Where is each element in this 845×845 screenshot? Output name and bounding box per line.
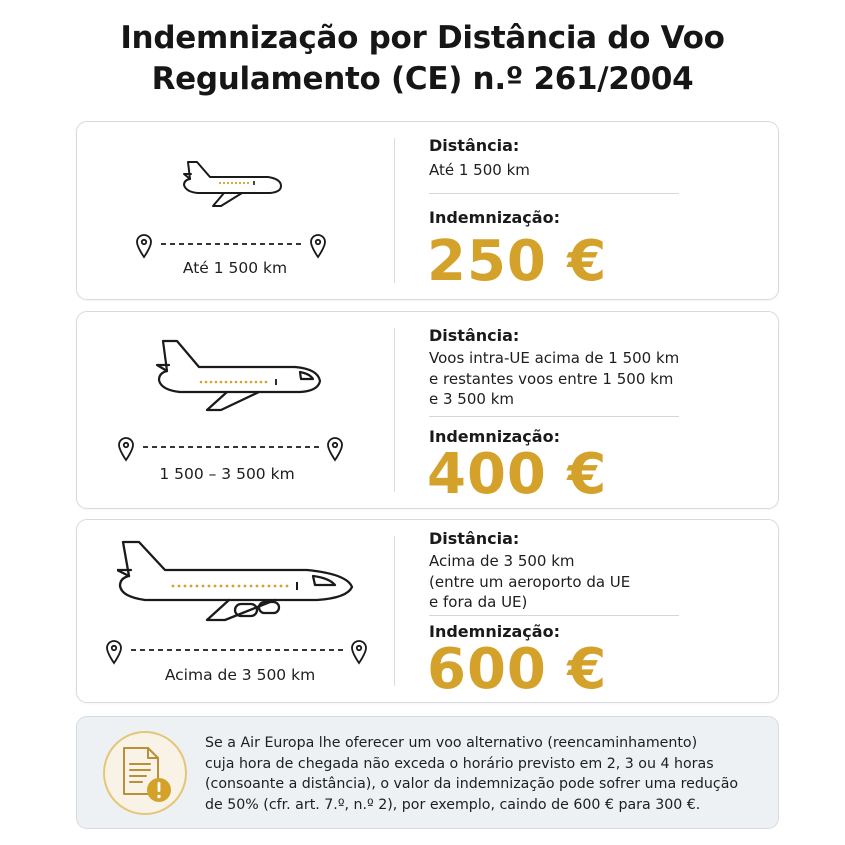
tier-visual: Até 1 500 km [77,122,394,299]
card-divider [394,328,395,492]
compensation-amount: 250 € [427,229,608,294]
distance-text: Voos intra-UE acima de 1 500 km e restan… [429,349,680,408]
info-note: Se a Air Europa lhe oferecer um voo alte… [76,716,779,829]
tier-visual: Acima de 3 500 km [77,520,394,702]
distance-heading: Distância: [429,136,520,155]
distance-heading: Distância: [429,326,520,345]
tier-card-1: Até 1 500 km Distância: Até 1 500 km Ind… [76,121,779,300]
compensation-amount: 400 € [427,442,608,507]
details-divider [429,193,679,194]
compensation-heading: Indemnização: [429,622,560,641]
note-text: Se a Air Europa lhe oferecer um voo alte… [205,735,739,813]
page-title: Indemnização por Distância do Voo Regula… [0,18,845,100]
tier-details: Distância: Voos intra-UE acima de 1 500 … [427,312,759,508]
distance-text: Até 1 500 km [429,161,530,179]
route-label: Até 1 500 km [182,259,288,277]
card-divider [394,138,395,283]
route-line [118,437,343,462]
route-label: Acima de 3 500 km [164,666,316,684]
airplane-small-icon [183,161,282,207]
airplane-medium-icon [155,339,322,412]
note-icon-badge [103,731,187,815]
title-line-1: Indemnização por Distância do Voo [120,20,725,56]
document-warning-icon [123,747,171,802]
tier-card-3: Acima de 3 500 km Distância: Acima de 3 … [76,519,779,703]
compensation-heading: Indemnização: [429,208,560,227]
route-line [106,640,367,665]
route-label: 1 500 – 3 500 km [159,465,295,483]
distance-heading: Distância: [429,529,520,548]
details-divider [429,416,679,417]
route-line [136,234,326,259]
details-divider [429,615,679,616]
compensation-heading: Indemnização: [429,427,560,446]
tier-card-2: 1 500 – 3 500 km Distância: Voos intra-U… [76,311,779,509]
tier-details: Distância: Até 1 500 km Indemnização: 25… [427,122,759,299]
distance-text: Acima de 3 500 km (entre um aeroporto da… [429,552,631,611]
card-divider [394,536,395,686]
title-line-2: Regulamento (CE) n.º 261/2004 [151,61,694,97]
airplane-large-icon [117,540,354,622]
tier-details: Distância: Acima de 3 500 km (entre um a… [427,520,759,702]
tier-visual: 1 500 – 3 500 km [77,312,394,508]
compensation-amount: 600 € [427,637,608,702]
